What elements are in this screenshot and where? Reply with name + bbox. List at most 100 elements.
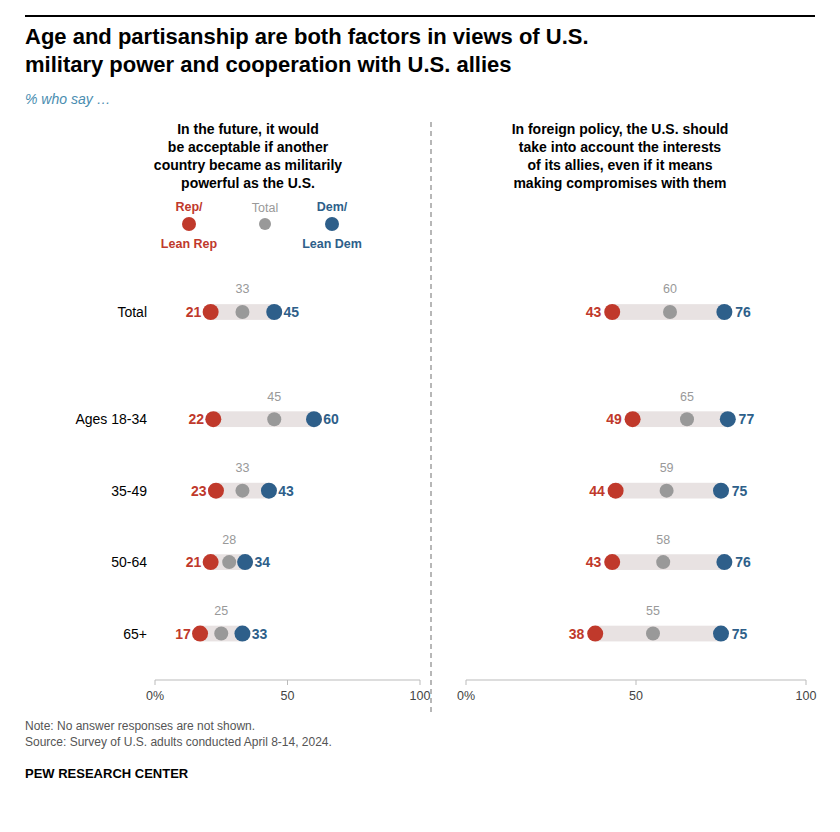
data-label: 60 [323,411,339,427]
data-label: 17 [175,626,191,642]
x-tick-label: 0% [457,689,475,703]
category-label: 65+ [123,626,147,642]
data-label: 75 [732,626,748,642]
dot [680,412,694,426]
data-label: 58 [656,533,670,547]
x-tick-label: 100 [796,689,817,703]
dot [208,483,224,499]
dot [267,412,281,426]
data-label: 33 [235,461,249,475]
title: Age and partisanship are both factors in… [25,24,589,77]
data-label: 28 [222,533,236,547]
dot [604,554,620,570]
panel-title: In foreign policy, the U.S. shouldtake i… [512,121,729,191]
data-label: 77 [739,411,755,427]
x-tick [636,680,637,685]
data-label: 21 [186,304,202,320]
dot [608,483,624,499]
data-label: 45 [267,390,281,404]
dot [716,554,732,570]
data-label: 22 [188,411,204,427]
background [0,0,840,832]
data-label: 75 [732,483,748,499]
dot [234,626,250,642]
data-label: 25 [214,604,228,618]
category-label: Ages 18-34 [75,411,147,427]
data-label: 43 [278,483,294,499]
note: Source: Survey of U.S. adults conducted … [25,735,332,749]
data-labels: 21 33 45 22 45 60 23 33 43 21 28 34 17 25 33 [175,282,339,641]
dot [205,411,221,427]
data-label: 43 [586,304,602,320]
legend-swatch [325,217,339,231]
dot [660,484,674,498]
dot [266,304,282,320]
x-tick-label: 50 [281,689,295,703]
category-label: Total [117,304,147,320]
data-label: 33 [252,626,268,642]
data-label: 45 [284,304,300,320]
legend-entry: Dem/Lean Dem [302,200,362,251]
data-label: 55 [646,604,660,618]
range-bar [213,411,314,427]
dot [235,305,249,319]
data-label: 21 [186,554,202,570]
range-bar [612,554,724,570]
dot [306,411,322,427]
data-label: 60 [663,282,677,296]
x-tick [155,680,156,685]
category-label: 35-49 [111,483,147,499]
category-label: 50-64 [111,554,147,570]
dot [713,483,729,499]
separator [430,122,431,712]
dot [214,627,228,641]
marks [192,304,322,642]
x-tick-label: 0% [146,689,164,703]
data-label: 43 [586,554,602,570]
range-bar [612,304,724,320]
range-bar [633,411,728,427]
dot [663,305,677,319]
legend-swatch [182,217,196,231]
data-label: 23 [191,483,207,499]
x-tick [466,680,467,685]
data-label: 33 [235,282,249,296]
dot [713,626,729,642]
dot [604,304,620,320]
dot [656,555,670,569]
data-label: 49 [606,411,622,427]
x-tick-label: 100 [410,689,431,703]
dot [203,304,219,320]
data-label: 65 [680,390,694,404]
range-bar [616,483,721,499]
dot [587,626,603,642]
dot [192,626,208,642]
dot [203,554,219,570]
data-label: 76 [735,554,751,570]
note: Note: No answer responses are not shown. [25,719,255,733]
x-tick-label: 50 [629,689,643,703]
dot [646,627,660,641]
legend-entry: Rep/Lean Rep [161,200,218,251]
x-tick [806,680,807,685]
marks [587,304,736,642]
data-label: 34 [254,554,270,570]
dot [716,304,732,320]
subtitle: % who say … [25,91,111,107]
dot [261,483,277,499]
dot [720,411,736,427]
top-rule [25,15,815,17]
data-label: 44 [589,483,605,499]
chart: Age and partisanship are both factors in… [0,0,840,832]
range-bar [211,304,275,320]
data-label: 38 [569,626,585,642]
legend-swatch [259,218,271,230]
dot [625,411,641,427]
dot [222,555,236,569]
panel-title: In the future, it wouldbe acceptable if … [154,121,343,191]
data-label: 59 [660,461,674,475]
dot [237,554,253,570]
source: PEW RESEARCH CENTER [25,766,189,781]
range-bar [595,626,721,642]
data-labels: 436076496577445975435876385575 [569,282,755,641]
